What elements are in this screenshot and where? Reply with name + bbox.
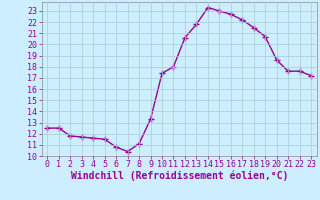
X-axis label: Windchill (Refroidissement éolien,°C): Windchill (Refroidissement éolien,°C) <box>70 171 288 181</box>
